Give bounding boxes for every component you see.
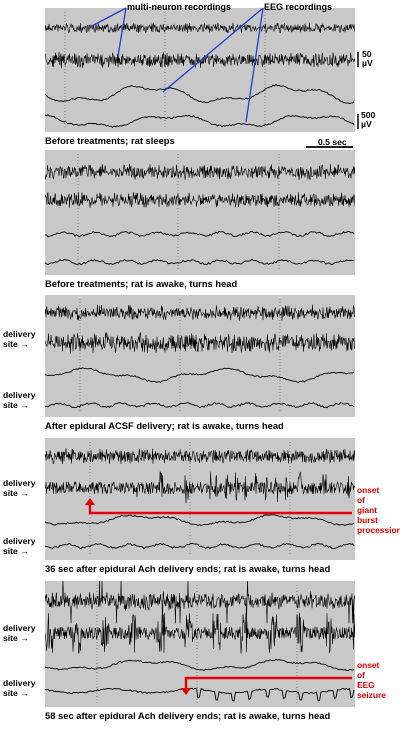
scale-500-unit: µV	[361, 119, 372, 129]
time-scale-label: 0.5 sec	[318, 137, 347, 147]
recording-panel-1	[45, 8, 355, 132]
trace-panel-4-row-3	[45, 514, 355, 527]
panel-3-delivery-label-upper: delivery site →	[3, 329, 36, 349]
traces-panel-5	[45, 581, 355, 703]
traces-panel-2	[45, 154, 355, 271]
panel-3-caption: After epidural ACSF delivery; rat is awa…	[45, 420, 284, 431]
scale-50-value: 50	[362, 49, 372, 59]
trace-panel-2-row-3	[45, 230, 355, 238]
eeg-seizure-onset-note: onset of EEG seizure	[357, 660, 386, 700]
scale-500-value: 500	[361, 110, 376, 120]
traces-panel-1	[45, 12, 355, 128]
panel-3-delivery-label-lower: delivery site →	[3, 390, 36, 410]
recording-panel-2	[45, 150, 355, 275]
trace-panel-5-row-3	[45, 658, 355, 672]
scale-bar-500-label: 500 µV	[361, 111, 375, 129]
trace-panel-1-row-2	[45, 51, 355, 69]
giant-burst-onset-note: onset of giant burst procession	[357, 485, 400, 535]
trace-panel-1-row-4	[45, 114, 355, 128]
trace-panel-5-row-1	[45, 581, 355, 624]
recording-panel-5	[45, 581, 355, 707]
panel-5-delivery-label-upper: delivery site →	[3, 623, 36, 643]
panel-1-caption: Before treatments; rat sleeps	[45, 135, 175, 146]
trace-panel-1-row-1	[45, 22, 355, 34]
panel-4-caption: 36 sec after epidural Ach delivery ends;…	[45, 563, 331, 574]
trace-panel-1-row-3	[45, 84, 355, 104]
scale-bar-50-label: 50 µV	[362, 50, 373, 68]
traces-panel-3	[45, 299, 355, 413]
multi-neuron-annotation: multi-neuron recordings	[127, 2, 232, 12]
panel-5-caption: 58 sec after epidural Ach delivery ends;…	[45, 710, 331, 721]
trace-panel-3-row-2	[45, 332, 355, 354]
trace-panel-3-row-3	[45, 367, 355, 383]
panel-2-caption: Before treatments; rat is awake, turns h…	[45, 278, 238, 289]
panel-5-delivery-label-lower: delivery site →	[3, 678, 36, 698]
scale-50-unit: µV	[362, 58, 373, 68]
trace-panel-4-row-1	[45, 448, 355, 465]
panel-4-delivery-label-upper: delivery site →	[3, 478, 36, 498]
trace-panel-2-row-2	[45, 191, 355, 208]
trace-panel-4-row-4	[45, 542, 355, 550]
trace-panel-5-row-4	[45, 687, 355, 702]
trace-panel-4-row-2	[45, 471, 355, 504]
eeg-annotation: EEG recordings	[264, 2, 333, 12]
trace-panel-2-row-4	[45, 258, 355, 266]
recording-panel-4	[45, 438, 355, 560]
panel-4-delivery-label-lower: delivery site →	[3, 536, 36, 556]
recording-panel-3	[45, 295, 355, 417]
trace-panel-5-row-2	[45, 612, 355, 654]
trace-panel-3-row-1	[45, 304, 355, 321]
trace-panel-2-row-1	[45, 163, 355, 181]
trace-panel-3-row-4	[45, 401, 355, 409]
traces-panel-4	[45, 442, 355, 556]
